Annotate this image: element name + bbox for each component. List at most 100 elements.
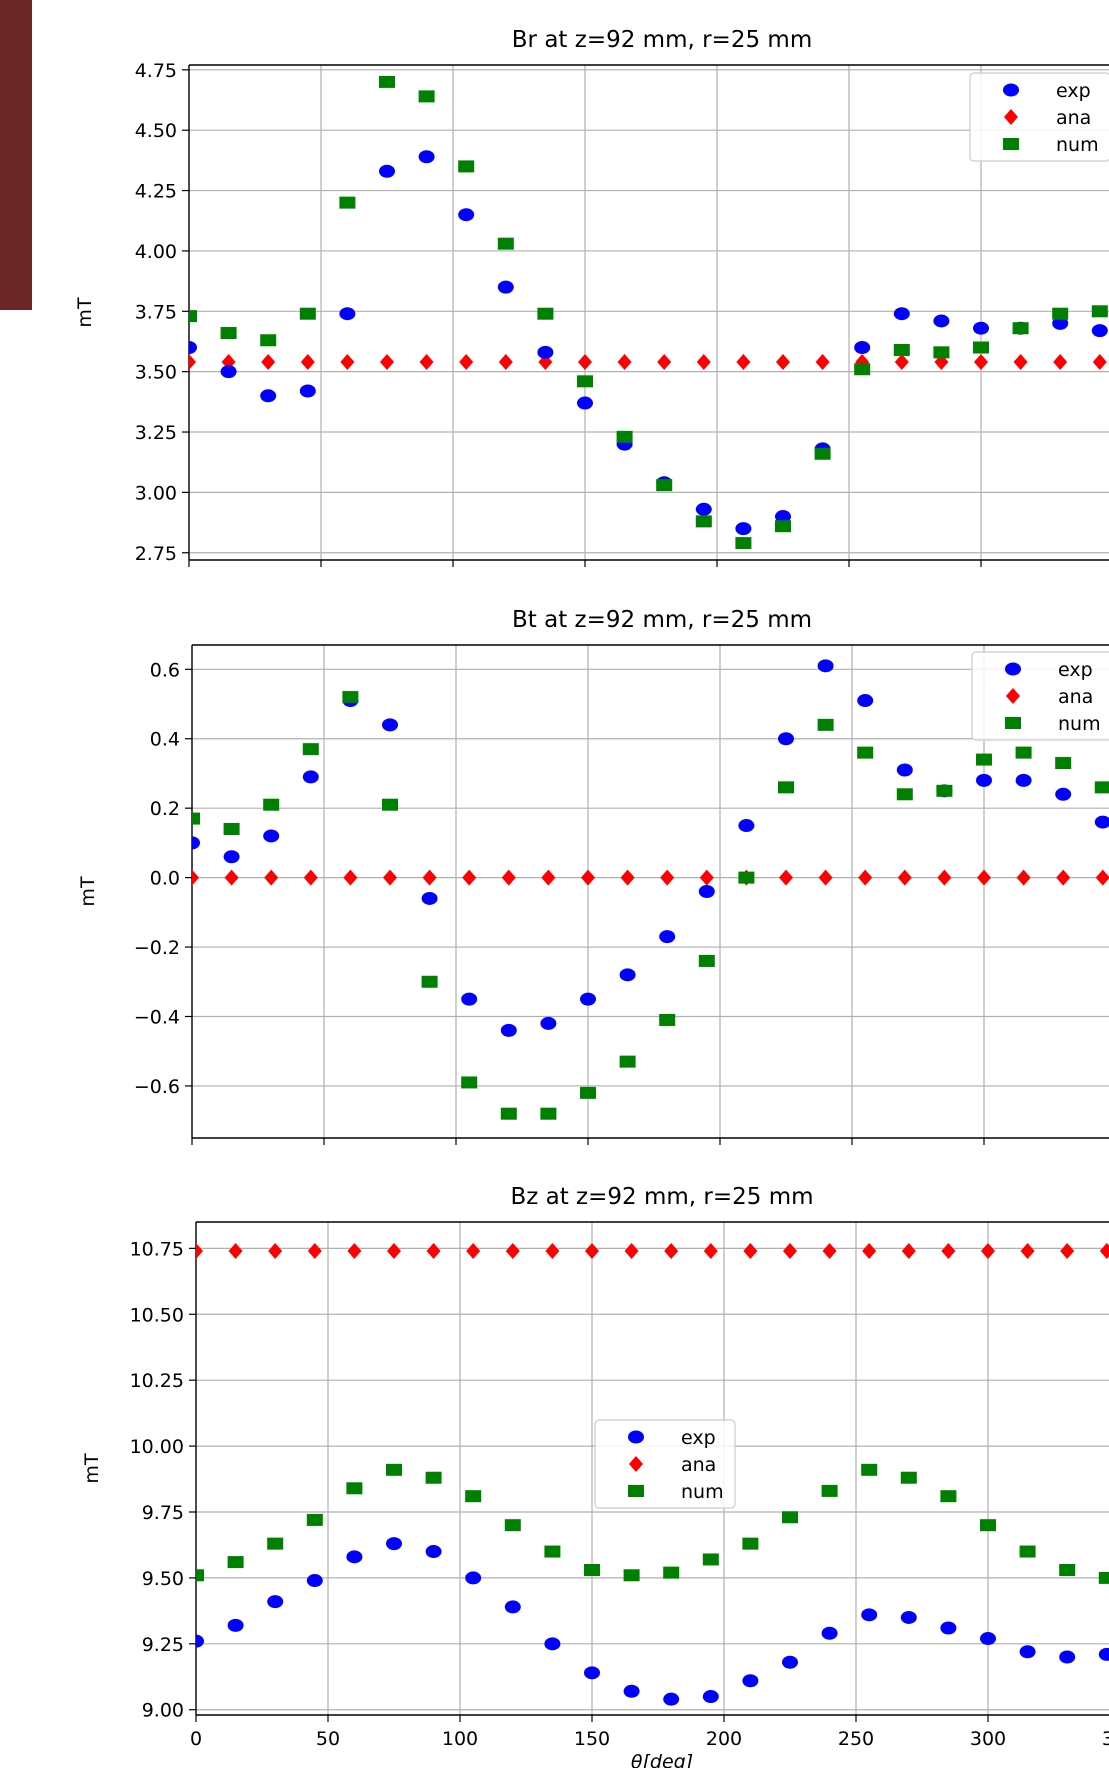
- data-point-ana: [736, 354, 751, 370]
- data-point-exp: [227, 1618, 244, 1632]
- data-point-num: [461, 1076, 478, 1089]
- chart-title: Bt at z=92 mm, r=25 mm: [512, 607, 812, 633]
- data-point-exp: [346, 1550, 363, 1564]
- data-point-exp: [580, 992, 596, 1006]
- data-point-ana: [422, 869, 437, 886]
- data-point-num: [263, 798, 280, 811]
- data-point-num: [1012, 322, 1029, 335]
- data-point-ana: [340, 354, 355, 370]
- data-point-exp: [189, 341, 197, 355]
- data-point-num: [220, 327, 237, 340]
- data-point-exp: [267, 1595, 284, 1609]
- y-tick-label: 3.50: [135, 362, 177, 384]
- data-point-num: [379, 75, 395, 88]
- data-point-num: [702, 1553, 719, 1566]
- y-tick-label: 4.75: [135, 60, 177, 82]
- decorative-side-bar: [0, 0, 32, 310]
- data-point-exp: [1059, 1650, 1076, 1664]
- data-point-exp: [220, 365, 237, 379]
- data-point-num: [854, 363, 871, 376]
- data-point-num: [421, 975, 438, 988]
- data-point-ana: [696, 354, 711, 370]
- data-point-num: [189, 310, 197, 323]
- data-point-ana: [974, 354, 988, 370]
- data-point-ana: [578, 354, 592, 370]
- data-point-exp: [821, 1626, 838, 1640]
- data-point-num: [1015, 746, 1032, 759]
- data-point-num: [346, 1482, 363, 1495]
- data-point-ana: [505, 1243, 520, 1259]
- data-point-exp: [465, 1571, 482, 1585]
- data-points: [196, 1243, 1109, 1706]
- data-point-ana: [660, 869, 675, 886]
- data-point-ana: [941, 1243, 956, 1259]
- data-point-ana: [1060, 1243, 1075, 1259]
- y-tick-label: 0.6: [150, 659, 180, 681]
- data-point-exp: [861, 1608, 878, 1622]
- y-tick-label: −0.6: [134, 1076, 180, 1098]
- data-point-num: [973, 341, 989, 354]
- data-point-exp: [1019, 1645, 1036, 1659]
- legend-label-exp: exp: [681, 1427, 716, 1449]
- data-point-num: [893, 343, 910, 356]
- data-point-ana: [617, 354, 632, 370]
- data-point-ana: [380, 354, 394, 370]
- data-point-exp: [339, 307, 356, 321]
- x-tick-label: 50: [316, 1728, 340, 1750]
- data-point-ana: [815, 354, 830, 370]
- data-point-num: [1094, 781, 1109, 794]
- data-point-exp: [306, 1574, 323, 1588]
- data-point-ana: [858, 869, 873, 886]
- data-point-exp: [196, 1634, 204, 1648]
- data-point-exp: [742, 1674, 759, 1688]
- legend-label-num: num: [681, 1481, 724, 1503]
- data-point-num: [857, 746, 874, 759]
- data-point-ana: [459, 354, 474, 370]
- data-point-exp: [260, 389, 277, 403]
- legend-label-ana: ana: [681, 1454, 716, 1476]
- legend-label-ana: ana: [1056, 107, 1091, 129]
- data-point-ana: [501, 869, 516, 886]
- data-point-exp: [702, 1690, 719, 1704]
- data-point-num: [695, 515, 712, 528]
- legend: exp ana num: [971, 651, 1109, 741]
- chart-panel-1: 2.75 3.00 3.25 3.50 3.75 4.00 4.25 4.50 4.75 Br a…: [74, 27, 1109, 567]
- y-tick-label: 4.50: [135, 120, 177, 142]
- legend-label-ana: ana: [1058, 686, 1093, 708]
- data-point-ana: [541, 869, 556, 886]
- data-point-num: [306, 1513, 323, 1526]
- data-point-num: [339, 196, 356, 209]
- y-tick-label: −0.2: [134, 937, 180, 959]
- y-tick-label: 10.25: [130, 1370, 184, 1392]
- data-point-num: [544, 1545, 561, 1558]
- data-point-num: [260, 334, 277, 347]
- legend-marker-num: [628, 1485, 644, 1497]
- data-point-num: [577, 375, 593, 388]
- data-point-ana: [581, 869, 595, 886]
- y-tick-label: −0.4: [134, 1006, 180, 1028]
- data-point-num: [418, 90, 435, 103]
- data-point-num: [223, 823, 240, 836]
- legend-label-num: num: [1056, 134, 1099, 156]
- data-point-num: [299, 307, 316, 320]
- x-tick-label: 250: [838, 1728, 874, 1750]
- data-point-exp: [577, 396, 593, 410]
- y-tick-label: 10.00: [130, 1436, 184, 1458]
- data-point-exp: [623, 1684, 640, 1698]
- data-point-exp: [192, 836, 200, 850]
- y-axis-label: mT: [81, 1453, 103, 1484]
- x-tick-label: 350: [1102, 1728, 1109, 1750]
- data-point-exp: [418, 150, 435, 164]
- data-point-ana: [189, 354, 196, 370]
- data-points: [192, 659, 1109, 1120]
- data-point-num: [267, 1537, 284, 1550]
- data-point-ana: [268, 1243, 283, 1259]
- data-point-num: [735, 537, 752, 550]
- data-point-ana: [343, 869, 358, 886]
- data-point-exp: [778, 732, 794, 746]
- x-tick-label: 0: [190, 1728, 202, 1750]
- data-point-num: [584, 1564, 600, 1576]
- data-point-exp: [980, 1632, 996, 1646]
- data-point-exp: [461, 992, 478, 1006]
- data-point-exp: [900, 1610, 917, 1624]
